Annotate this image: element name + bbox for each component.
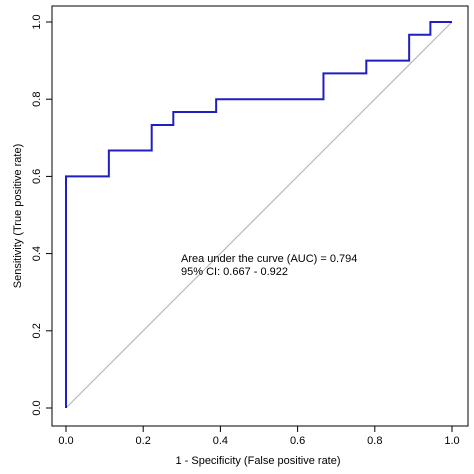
y-axis: 0.0 0.2 0.4 0.6 0.8 1.0 [31, 14, 53, 416]
x-tick-label: 0.8 [367, 435, 382, 447]
x-tick-label: 0.0 [58, 435, 73, 447]
annotation-auc: Area under the curve (AUC) = 0.794 [181, 253, 357, 265]
x-tick-label: 0.2 [136, 435, 151, 447]
annotation-ci: 95% CI: 0.667 - 0.922 [181, 266, 288, 278]
x-tick-label: 0.4 [213, 435, 228, 447]
y-axis-label: Sensitivity (True positive rate) [12, 144, 24, 288]
roc-curve-line [65, 21, 452, 408]
reference-diagonal-line [65, 21, 453, 409]
y-tick-label: 1.0 [31, 14, 43, 29]
y-tick-label: 0.0 [31, 400, 43, 415]
y-tick-label: 0.8 [31, 92, 43, 107]
y-tick-label: 0.6 [31, 169, 43, 184]
x-tick-label: 1.0 [444, 435, 459, 447]
x-axis: 0.0 0.2 0.4 0.6 0.8 1.0 [58, 425, 460, 447]
x-tick-label: 0.6 [290, 435, 305, 447]
x-axis-label: 1 - Specificity (False positive rate) [175, 455, 340, 467]
y-tick-label: 0.2 [31, 323, 43, 338]
series-layer [65, 21, 453, 409]
y-tick-label: 0.4 [31, 246, 43, 261]
